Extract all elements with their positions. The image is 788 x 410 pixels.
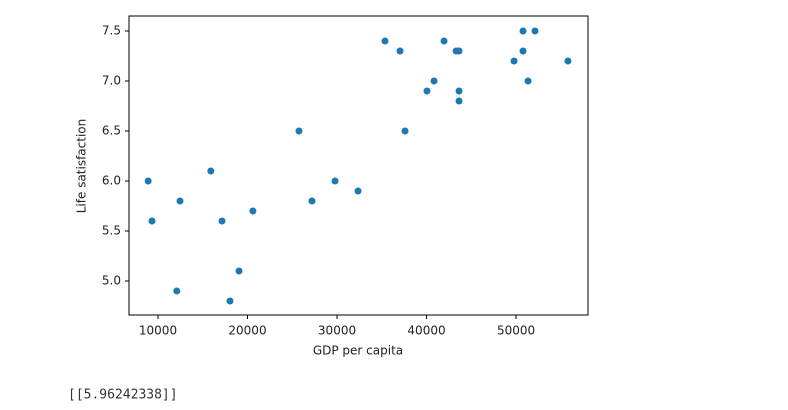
point (430, 77, 438, 85)
y-axis-label: Life satisfaction (75, 119, 89, 214)
axes-frame (128, 15, 589, 316)
point (381, 37, 389, 45)
point (148, 217, 156, 225)
x-tick-label: 50000 (497, 324, 535, 338)
point (176, 197, 184, 205)
point (226, 297, 234, 305)
x-axis-label: GDP per capita (313, 344, 403, 358)
point (423, 87, 431, 95)
x-tick-label: 30000 (318, 324, 356, 338)
x-tick-label: 20000 (228, 324, 266, 338)
point (354, 187, 362, 195)
point (440, 37, 448, 45)
y-tick-label: 7.5 (102, 24, 121, 38)
output-text: [[5.96242338]] (68, 388, 178, 403)
point (144, 177, 152, 185)
point (249, 207, 257, 215)
point (519, 47, 527, 55)
y-tick-label: 5.5 (102, 224, 121, 238)
point (235, 267, 243, 275)
point (455, 97, 463, 105)
point (531, 27, 539, 35)
point (564, 57, 572, 65)
point (173, 287, 181, 295)
point (510, 57, 518, 65)
point (455, 47, 463, 55)
y-tick-label: 5.0 (102, 274, 121, 288)
point (524, 77, 532, 85)
x-tick-label: 40000 (407, 324, 445, 338)
point (308, 197, 316, 205)
point (396, 47, 404, 55)
x-tick-label: 10000 (139, 324, 177, 338)
point (519, 27, 527, 35)
y-tick-label: 7.0 (102, 74, 121, 88)
point (401, 127, 409, 135)
y-tick-label: 6.0 (102, 174, 121, 188)
point (295, 127, 303, 135)
point (331, 177, 339, 185)
point (218, 217, 226, 225)
point (207, 167, 215, 175)
point (455, 87, 463, 95)
y-tick-label: 6.5 (102, 124, 121, 138)
